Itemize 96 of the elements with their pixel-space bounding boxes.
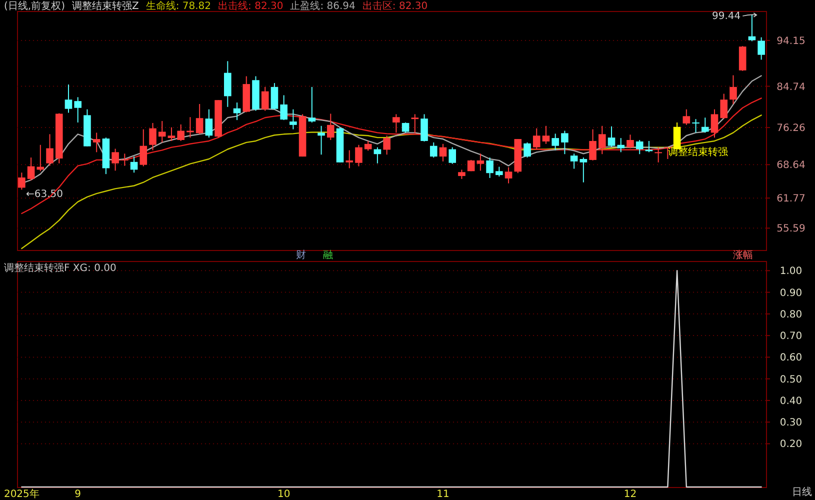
candlestick bbox=[758, 36, 765, 60]
y-tick-label: 0.40 bbox=[780, 396, 802, 407]
candlestick bbox=[552, 133, 559, 151]
candlestick bbox=[626, 134, 634, 149]
candlestick bbox=[542, 125, 550, 144]
candlestick bbox=[532, 128, 540, 150]
candlestick bbox=[280, 94, 288, 121]
candlestick bbox=[270, 82, 278, 110]
candlestick bbox=[149, 122, 156, 151]
candlestick bbox=[27, 157, 35, 181]
candlestick bbox=[74, 96, 82, 123]
candlestick bbox=[308, 86, 316, 123]
candlestick bbox=[402, 122, 410, 134]
candlestick bbox=[411, 114, 419, 134]
candlestick bbox=[561, 130, 568, 155]
y-tick-label: 0.60 bbox=[780, 352, 802, 364]
y-tick-label: 55.59 bbox=[776, 224, 806, 235]
candlestick bbox=[524, 142, 531, 158]
candlestick bbox=[46, 134, 54, 166]
candlestick bbox=[589, 128, 596, 161]
candlestick bbox=[383, 135, 390, 156]
candlestick bbox=[158, 120, 166, 143]
y-tick-label: 1.00 bbox=[780, 266, 802, 278]
annotation: 涨幅 bbox=[733, 249, 753, 261]
x-tick-label: 2025年 bbox=[4, 488, 40, 500]
candlestick bbox=[140, 128, 148, 167]
x-tick-label: 12 bbox=[624, 489, 637, 500]
y-tick-label: 0.90 bbox=[780, 288, 802, 299]
candlestick bbox=[580, 157, 588, 183]
y-tick-label: 0.20 bbox=[780, 439, 802, 450]
candlestick bbox=[112, 148, 119, 172]
candlestick bbox=[608, 126, 616, 148]
x-tick-label: 9 bbox=[74, 489, 82, 500]
candlestick bbox=[570, 153, 578, 170]
candlestick bbox=[654, 146, 662, 163]
candlestick bbox=[458, 169, 466, 180]
candlestick bbox=[205, 108, 213, 138]
candlestick bbox=[598, 125, 606, 155]
candlestick bbox=[692, 118, 700, 134]
candlestick bbox=[496, 166, 503, 178]
candlestick bbox=[720, 93, 728, 120]
candlestick bbox=[504, 166, 512, 184]
candlestick bbox=[439, 143, 447, 162]
x-tick-label: 10 bbox=[277, 489, 290, 500]
y-tick-label: 0.80 bbox=[780, 309, 802, 320]
candlestick bbox=[682, 108, 690, 126]
candlestick bbox=[392, 114, 400, 134]
y-tick-label: 68.64 bbox=[776, 160, 806, 172]
candlestick bbox=[355, 144, 362, 167]
annotation: 财 bbox=[296, 249, 306, 261]
candlestick bbox=[326, 113, 334, 141]
candlestick bbox=[617, 138, 625, 153]
annotation: 99.44 bbox=[712, 11, 741, 22]
candlestick bbox=[710, 108, 718, 138]
candlestick bbox=[196, 103, 204, 135]
candlestick bbox=[130, 156, 138, 174]
candlestick bbox=[64, 84, 72, 114]
candlestick bbox=[92, 132, 100, 153]
annotation: 出击区: 82.30 bbox=[362, 0, 428, 12]
line-series bbox=[21, 98, 762, 214]
annotation: 融 bbox=[323, 249, 333, 261]
candlestick bbox=[645, 140, 653, 153]
y-tick-label: 0.70 bbox=[780, 331, 802, 342]
candlestick bbox=[636, 140, 644, 155]
candlestick bbox=[430, 142, 438, 158]
candlestick bbox=[18, 172, 26, 190]
candlestick bbox=[318, 125, 325, 156]
candlestick bbox=[261, 86, 269, 112]
candlestick bbox=[701, 117, 709, 134]
x-tick-label: 11 bbox=[436, 489, 450, 500]
candlestick bbox=[168, 126, 176, 142]
y-tick-label: 94.15 bbox=[776, 36, 806, 47]
candlestick bbox=[730, 74, 737, 104]
candlestick bbox=[738, 46, 746, 72]
text: 日线 bbox=[792, 486, 812, 498]
candlestick bbox=[486, 157, 494, 178]
y-tick-label: 0.50 bbox=[780, 374, 802, 386]
chart-title: (日线,前复权) bbox=[4, 0, 66, 12]
y-tick-label: 61.77 bbox=[776, 194, 806, 205]
text: 止盈线: 86.94 bbox=[290, 0, 356, 12]
candlestick bbox=[448, 146, 456, 164]
text: 出击线: 82.30 bbox=[218, 0, 284, 12]
candlestick bbox=[420, 114, 428, 142]
y-tick-label: 0.30 bbox=[780, 418, 802, 429]
chart-title: 调整结束转强F XG: 0.00 bbox=[4, 262, 116, 274]
candlestick bbox=[476, 153, 484, 172]
y-tick-label: 76.26 bbox=[776, 123, 806, 134]
candlestick bbox=[346, 150, 354, 169]
chart-subtitle: 调整结束转强Z bbox=[72, 0, 139, 12]
text: 生命线: 78.82 bbox=[146, 0, 212, 12]
candlestick bbox=[290, 108, 297, 130]
candlestick bbox=[224, 60, 232, 108]
candlestick bbox=[121, 153, 128, 166]
candlestick bbox=[364, 140, 372, 152]
candlestick bbox=[177, 124, 184, 142]
y-tick-label: 84.74 bbox=[776, 82, 806, 93]
